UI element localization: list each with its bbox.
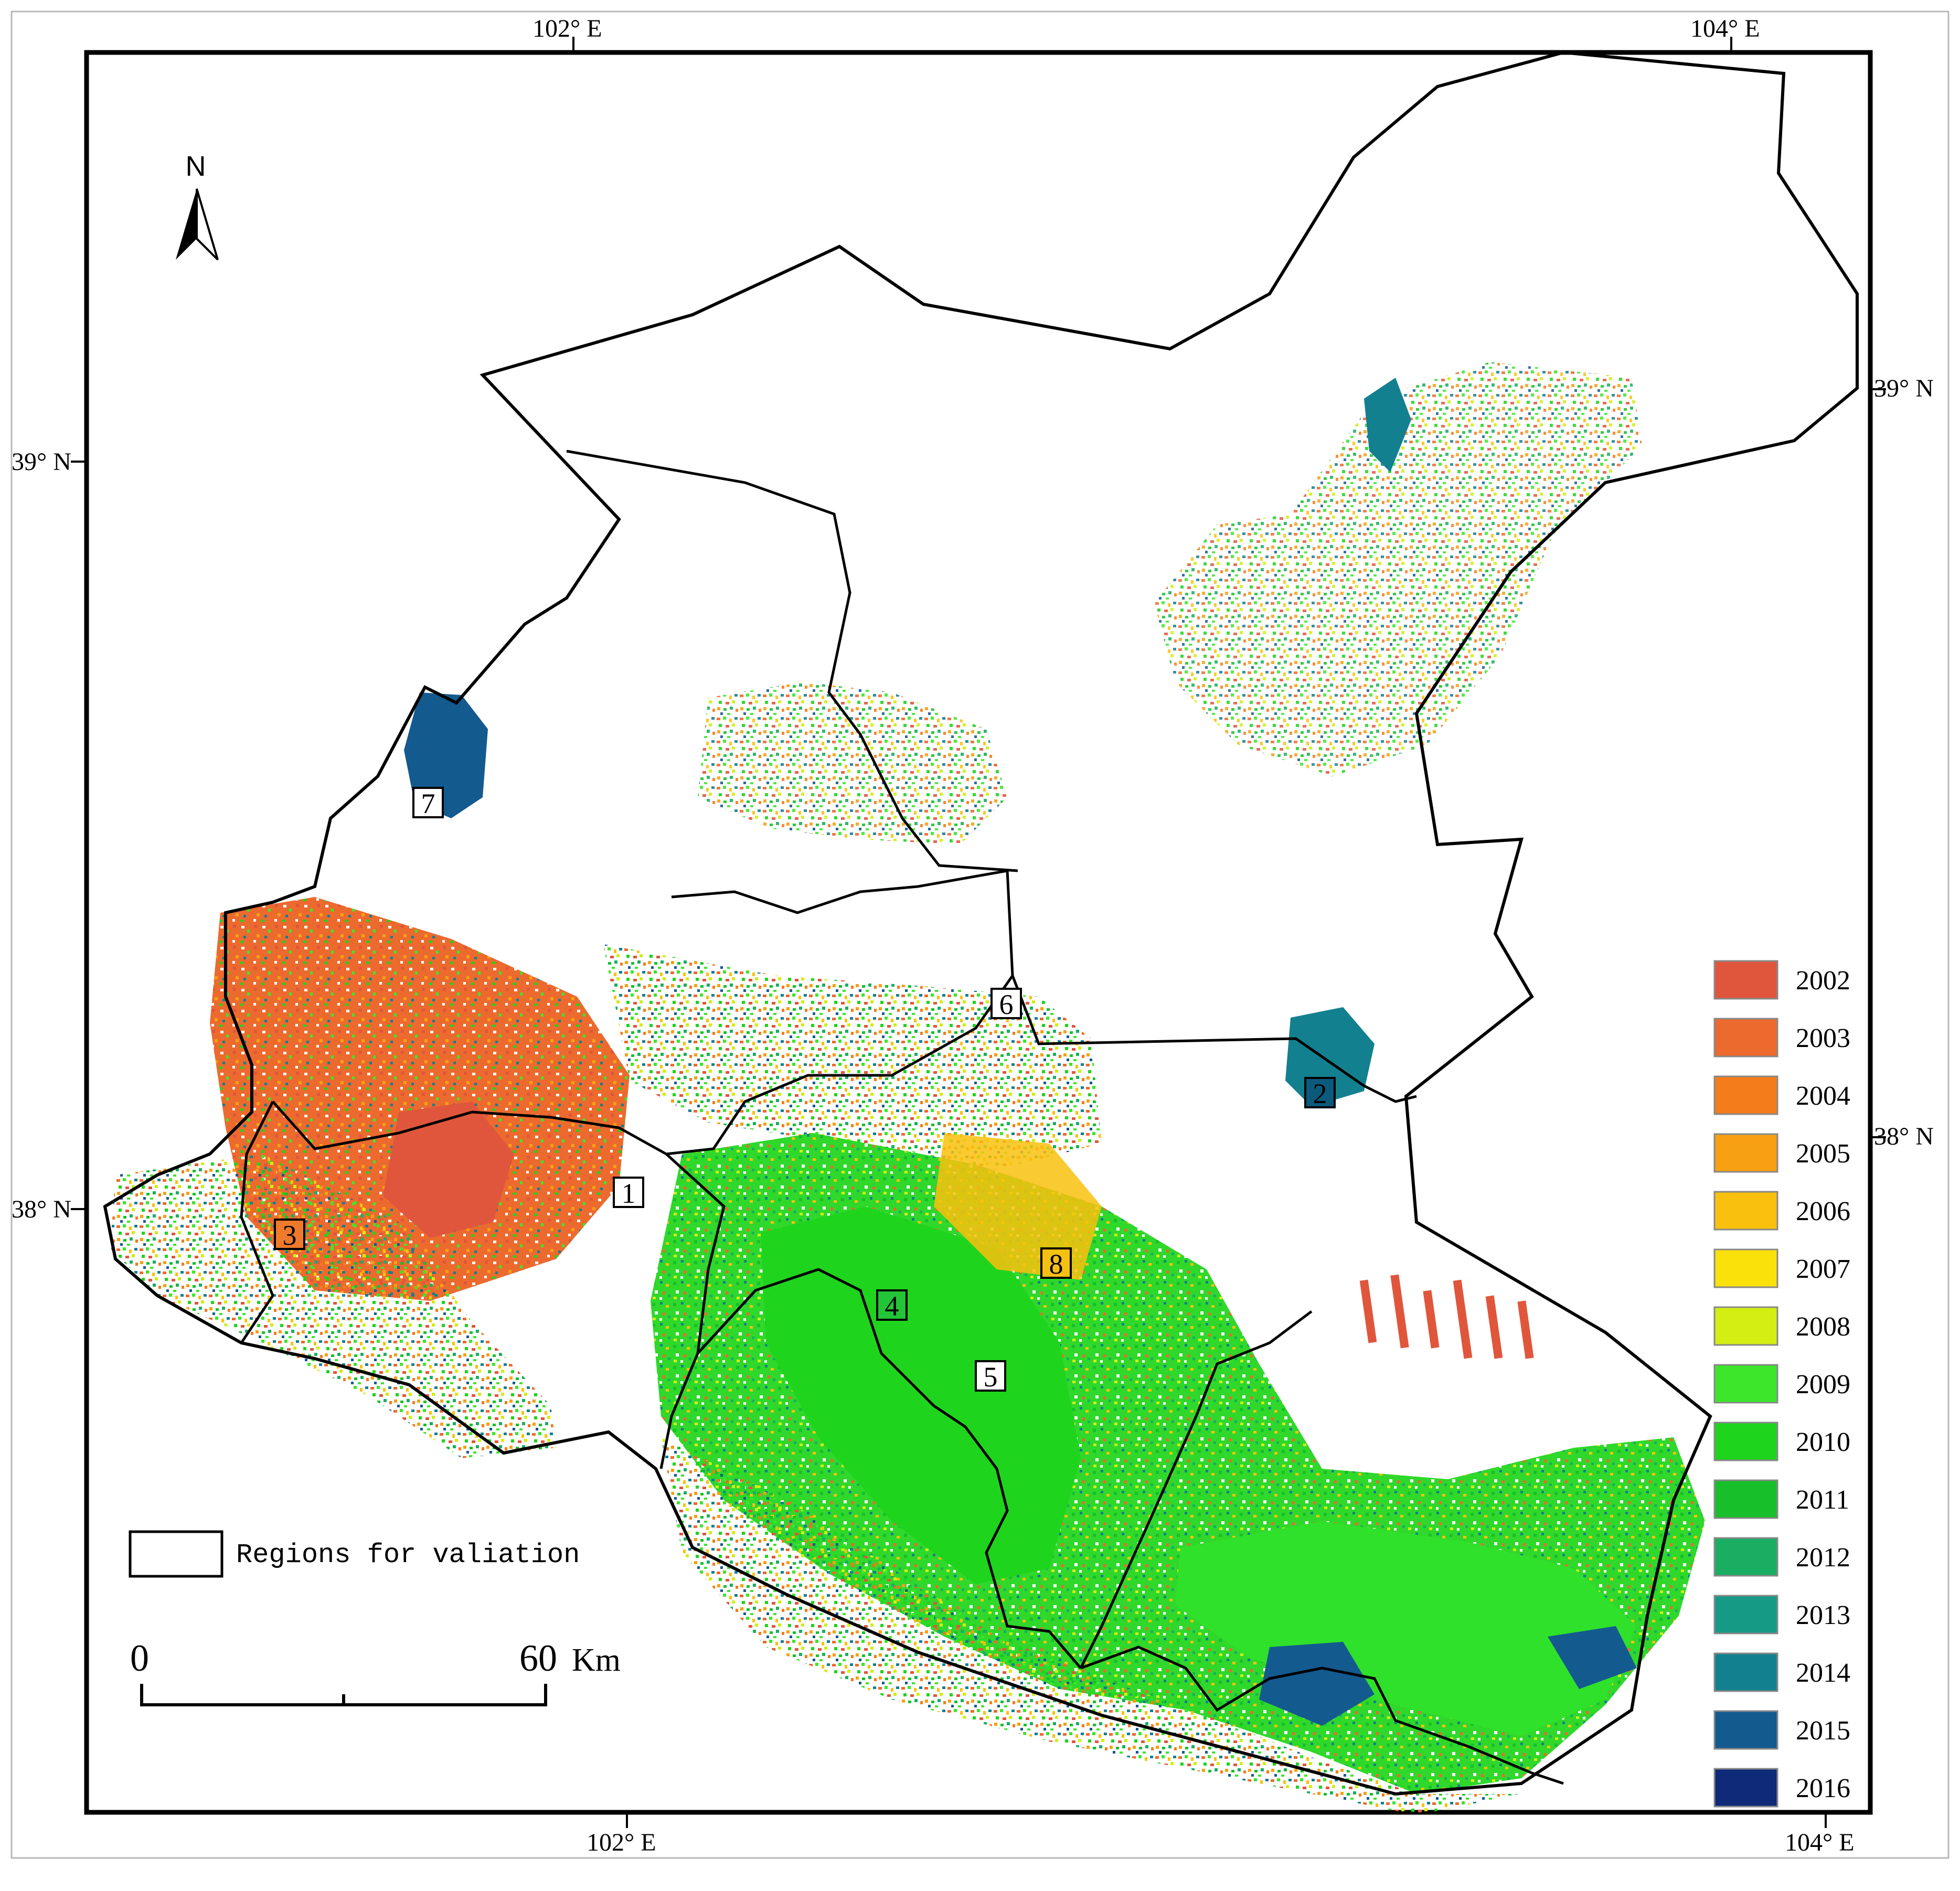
land-cover-raster bbox=[110, 362, 1705, 1815]
site-7-label: 7 bbox=[421, 788, 435, 819]
legend-label-2015: 2015 bbox=[1796, 1716, 1850, 1746]
site-8: 8 bbox=[1040, 1247, 1072, 1280]
site-5: 5 bbox=[975, 1360, 1006, 1393]
legend-swatch-2012 bbox=[1713, 1537, 1778, 1577]
north-arrow-icon bbox=[176, 189, 197, 260]
site-2-label: 2 bbox=[1313, 1078, 1327, 1109]
legend-swatch-2010 bbox=[1713, 1422, 1778, 1461]
legend-label-2012: 2012 bbox=[1796, 1543, 1850, 1573]
legend-swatch-2008 bbox=[1713, 1306, 1778, 1346]
scale-bar-unit: Km bbox=[572, 1642, 621, 1678]
legend-swatch-2014 bbox=[1713, 1652, 1778, 1692]
north-arrow: N bbox=[176, 151, 219, 261]
validation-region-label: Regions for valiation bbox=[236, 1540, 580, 1571]
legend-swatch-2011 bbox=[1713, 1479, 1778, 1519]
legend-label-2005: 2005 bbox=[1796, 1139, 1850, 1169]
legend-swatch-2007 bbox=[1713, 1248, 1778, 1288]
study-area-boundary bbox=[103, 50, 1859, 1796]
legend-label-2011: 2011 bbox=[1796, 1485, 1849, 1515]
legend-label-2010: 2010 bbox=[1796, 1427, 1850, 1457]
lon-label-bottom-right: 104° E bbox=[1785, 1829, 1855, 1856]
site-6-label: 6 bbox=[999, 989, 1014, 1020]
legend-swatch-2013 bbox=[1713, 1595, 1778, 1634]
internal-boundaries bbox=[240, 450, 1564, 1785]
coordinate-ticks bbox=[71, 37, 1886, 1828]
legend-label-2008: 2008 bbox=[1796, 1312, 1850, 1342]
lon-label-top-left: 102° E bbox=[532, 15, 602, 42]
site-1: 1 bbox=[613, 1177, 644, 1209]
legend-label-2016: 2016 bbox=[1796, 1774, 1850, 1803]
legend-swatch-2015 bbox=[1713, 1710, 1778, 1750]
site-3: 3 bbox=[274, 1219, 305, 1251]
validation-region-swatch bbox=[129, 1530, 223, 1578]
site-5-label: 5 bbox=[984, 1361, 998, 1393]
legend-label-2004: 2004 bbox=[1796, 1081, 1850, 1111]
lat-label-right-upper: 39° N bbox=[1874, 375, 1934, 402]
lon-label-bottom-left: 102° E bbox=[587, 1829, 656, 1856]
map-border bbox=[84, 50, 1873, 1815]
lat-label-right-lower: 38° N bbox=[1874, 1123, 1934, 1150]
year-legend: 2002 2003 2004 2005 2006 2007 2008 2009 2010 2011… bbox=[1713, 960, 1850, 1808]
legend-label-2013: 2013 bbox=[1796, 1600, 1850, 1630]
lon-label-top-right: 104° E bbox=[1690, 15, 1760, 42]
site-4-label: 4 bbox=[885, 1290, 899, 1322]
legend-swatch-2006 bbox=[1713, 1191, 1778, 1231]
north-arrow-label: N bbox=[186, 151, 206, 182]
scale-bar: 0 60 Km bbox=[130, 1637, 621, 1706]
scale-bar-line bbox=[140, 1684, 547, 1706]
legend-label-2009: 2009 bbox=[1796, 1370, 1850, 1399]
legend-swatch-2004 bbox=[1713, 1075, 1778, 1115]
outer-frame bbox=[10, 10, 1950, 1859]
site-2: 2 bbox=[1304, 1077, 1336, 1109]
legend-label-2007: 2007 bbox=[1796, 1254, 1850, 1284]
legend-label-2003: 2003 bbox=[1796, 1023, 1850, 1053]
site-1-label: 1 bbox=[622, 1178, 636, 1209]
site-4: 4 bbox=[876, 1289, 908, 1322]
legend-swatch-2002 bbox=[1713, 960, 1778, 1000]
legend-swatch-2003 bbox=[1713, 1018, 1778, 1057]
site-3-label: 3 bbox=[283, 1220, 297, 1251]
legend-swatch-2005 bbox=[1713, 1133, 1778, 1173]
legend-label-2014: 2014 bbox=[1796, 1658, 1850, 1688]
scale-bar-end: 60 bbox=[519, 1637, 557, 1679]
lat-label-left-upper: 39° N bbox=[12, 448, 71, 476]
site-8-label: 8 bbox=[1049, 1248, 1063, 1280]
lat-label-left-lower: 38° N bbox=[12, 1195, 71, 1223]
validation-region-legend: Regions for valiation bbox=[129, 1530, 580, 1578]
legend-label-2002: 2002 bbox=[1796, 966, 1850, 996]
legend-swatch-2009 bbox=[1713, 1364, 1778, 1404]
site-7: 7 bbox=[412, 787, 444, 819]
scale-bar-start: 0 bbox=[130, 1637, 149, 1679]
site-6: 6 bbox=[990, 988, 1022, 1020]
legend-label-2006: 2006 bbox=[1796, 1196, 1850, 1226]
legend-swatch-2016 bbox=[1713, 1768, 1778, 1808]
